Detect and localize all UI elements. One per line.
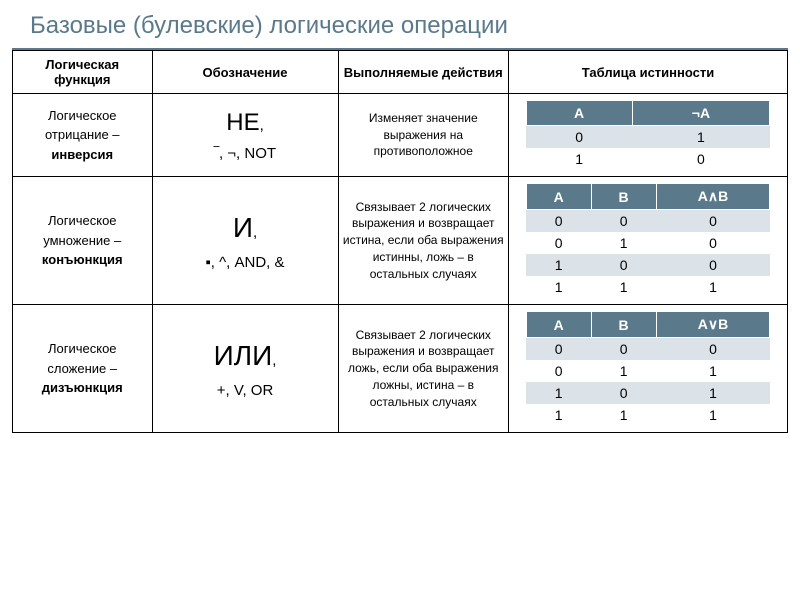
notation-or-rest: +, V, OR [217,382,274,399]
td-or-31: 1 [591,404,656,426]
th-not-0: A [526,101,632,126]
th-and-2: A∧B [656,184,770,210]
truth-table-and: A B A∧B 0 0 0 0 1 [526,183,771,298]
td-or-11: 1 [591,360,656,382]
td-or-02: 0 [656,338,770,361]
td-and-22: 0 [656,254,770,276]
td-and-12: 0 [656,232,770,254]
func-and-pre: Логическое умножение – [43,213,121,248]
action-and: Связывает 2 логических выражения и возвр… [338,177,509,305]
td-or-22: 1 [656,382,770,404]
truth-not: A ¬A 0 1 1 0 [509,94,788,177]
notation-not-rest: ‾, ¬, NOT [214,145,276,162]
td-and-11: 1 [591,232,656,254]
th-and-1: B [591,184,656,210]
td-and-01: 0 [591,210,656,233]
notation-and-rest: ▪, ^, AND, & [205,254,284,271]
td-and-10: 0 [526,232,591,254]
notation-and-big: И [233,212,253,243]
td-not-11: 0 [632,148,770,170]
header-truth: Таблица истинности [509,51,788,94]
row-and: Логическое умножение – конъюнкция И, ▪, … [13,177,788,305]
th-or-2: A∨B [656,312,770,338]
action-and-text: Связывает 2 логических выражения и возвр… [343,199,505,283]
operations-table: Логическая функция Обозначение Выполняем… [12,50,788,433]
func-or-pre: Логическое сложение – [47,341,117,376]
func-and: Логическое умножение – конъюнкция [13,177,153,305]
notation-not-big: НЕ [226,109,259,136]
th-or-0: A [526,312,591,338]
td-not-01: 1 [632,126,770,149]
td-and-00: 0 [526,210,591,233]
func-not-pre: Логическое отрицание – [45,108,120,143]
td-or-21: 0 [591,382,656,404]
notation-or-big: ИЛИ [214,340,273,371]
td-not-00: 0 [526,126,632,149]
td-and-32: 1 [656,276,770,298]
action-or: Связывает 2 логических выражения и возвр… [338,305,509,433]
td-or-12: 1 [656,360,770,382]
row-not: Логическое отрицание – инверсия НЕ, ‾, ¬… [13,94,788,177]
td-not-10: 1 [526,148,632,170]
th-and-0: A [526,184,591,210]
td-or-10: 0 [526,360,591,382]
td-and-20: 1 [526,254,591,276]
truth-table-or: A B A∨B 0 0 0 0 1 [526,311,771,426]
header-notation: Обозначение [152,51,338,94]
td-or-20: 1 [526,382,591,404]
td-and-02: 0 [656,210,770,233]
header-function: Логическая функция [13,51,153,94]
func-and-bold: конъюнкция [42,252,123,267]
action-or-text: Связывает 2 логических выражения и возвр… [343,327,505,411]
page-title: Базовые (булевские) логические операции [12,8,788,50]
header-row: Логическая функция Обозначение Выполняем… [13,51,788,94]
td-or-32: 1 [656,404,770,426]
td-and-31: 1 [591,276,656,298]
th-not-1: ¬A [632,101,770,126]
th-or-1: B [591,312,656,338]
truth-and: A B A∧B 0 0 0 0 1 [509,177,788,305]
td-or-00: 0 [526,338,591,361]
truth-table-not: A ¬A 0 1 1 0 [526,100,771,170]
notation-not: НЕ, ‾, ¬, NOT [152,94,338,177]
td-and-30: 1 [526,276,591,298]
td-and-21: 0 [591,254,656,276]
func-not: Логическое отрицание – инверсия [13,94,153,177]
header-action: Выполняемые действия [338,51,509,94]
td-or-01: 0 [591,338,656,361]
func-or-bold: дизъюнкция [42,380,123,395]
row-or: Логическое сложение – дизъюнкция ИЛИ, +,… [13,305,788,433]
notation-and: И, ▪, ^, AND, & [152,177,338,305]
action-not-text: Изменяет значение выражения на противопо… [343,110,505,160]
td-or-30: 1 [526,404,591,426]
func-not-bold: инверсия [51,147,113,162]
action-not: Изменяет значение выражения на противопо… [338,94,509,177]
truth-or: A B A∨B 0 0 0 0 1 [509,305,788,433]
func-or: Логическое сложение – дизъюнкция [13,305,153,433]
notation-or: ИЛИ, +, V, OR [152,305,338,433]
